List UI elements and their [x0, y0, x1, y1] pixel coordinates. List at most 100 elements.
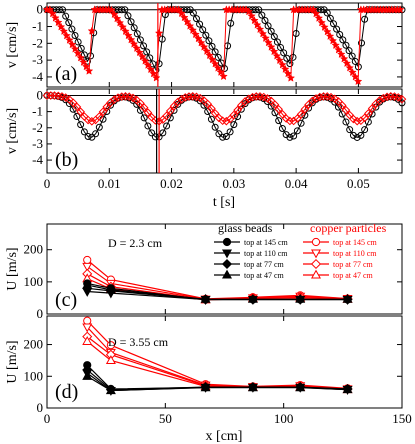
series-point-a-1 [353, 76, 363, 86]
series-point-a-1 [45, 5, 55, 14]
series-point-a-0 [358, 39, 366, 47]
series-point-a-0 [55, 6, 63, 14]
series-point-b-1 [349, 114, 358, 124]
series-point-a-1 [143, 60, 153, 69]
ytick-label-2: 0 [37, 306, 44, 321]
series-point-b-1 [382, 92, 392, 102]
xtick-label-3: 150 [392, 411, 412, 426]
legend-glass-label-2: top at 77 cm [244, 260, 285, 269]
series-point-a-1 [194, 34, 203, 43]
series-point-b-0 [207, 115, 215, 123]
series-point-b-1 [46, 91, 56, 100]
series-point-a-1 [250, 16, 259, 25]
series-point-b-0 [368, 110, 376, 118]
series-point-a-1 [51, 13, 60, 22]
series-point-b-1 [87, 117, 97, 126]
series-point-a-1 [121, 26, 130, 35]
series-point-b-1 [367, 104, 377, 113]
series-layer [42, 3, 407, 396]
ytick-label-0: -2 [32, 35, 43, 50]
panel-c-letter: (c) [55, 289, 77, 311]
series-point-a-1 [266, 42, 276, 51]
series-point-a-0 [65, 19, 73, 27]
panel-d-letter: (d) [55, 381, 78, 403]
xtick-label-1: 0.01 [98, 176, 121, 191]
series-point-a-0 [133, 30, 141, 38]
xtick-label-1: 0.03 [222, 176, 245, 191]
ytick-label-0: -4 [32, 69, 43, 84]
panel-c-annotation: D = 2.3 cm [108, 236, 163, 250]
series-point-b-1 [330, 94, 340, 104]
series-point-a-1 [109, 9, 119, 19]
series-point-b-1 [68, 98, 78, 107]
series-point-b-1 [162, 111, 171, 121]
series-point-a-0 [339, 36, 347, 44]
series-point-b-0 [361, 126, 369, 134]
series-point-3-3 [295, 382, 306, 392]
ytick-label-1: -1 [32, 104, 43, 119]
series-point-a-1 [264, 38, 273, 47]
series-point-b-1 [180, 93, 190, 102]
series-point-a-1 [205, 50, 214, 60]
series-point-b-1 [270, 100, 280, 109]
series-line-b-0 [46, 95, 403, 139]
series-point-b-1 [341, 105, 351, 115]
series-point-b-1 [143, 108, 153, 117]
series-point-a-0 [192, 15, 200, 23]
series-point-b-0 [342, 118, 350, 126]
series-point-a-1 [196, 38, 206, 47]
series-point-a-1 [337, 49, 346, 58]
panel-c-ylabel: U [m/s] [5, 247, 20, 290]
series-point-a-0 [155, 60, 163, 68]
series-point-b-1 [315, 92, 325, 102]
series-point-b-0 [364, 118, 372, 126]
series-point-a-1 [62, 31, 71, 40]
series-point-b-0 [129, 96, 137, 104]
series-point-b-1 [109, 95, 119, 104]
series-point-a-0 [361, 15, 369, 23]
series-point-b-1 [61, 93, 70, 102]
legend-glass-label-3: top at 47 cm [244, 271, 285, 280]
series-point-b-1 [136, 98, 145, 108]
series-point-3-3 [342, 384, 353, 394]
series-point-b-1 [251, 92, 261, 101]
series-point-a-1 [70, 44, 80, 53]
series-point-a-1 [325, 31, 335, 40]
series-point-a-1 [140, 56, 150, 65]
series-point-b-0 [267, 102, 275, 110]
series-point-a-0 [140, 42, 148, 50]
series-point-a-0 [68, 25, 76, 33]
series-point-b-1 [98, 107, 108, 117]
ytick-label-1: -4 [32, 152, 43, 167]
series-point-b-1 [293, 114, 302, 123]
series-point-a-0 [208, 42, 216, 50]
series-point-b-0 [151, 133, 159, 141]
legend-copper-label-1: top at 110 cm [333, 249, 377, 258]
series-point-b-1 [379, 93, 388, 103]
series-point-b-1 [229, 110, 239, 120]
series-point-a-0 [196, 20, 204, 28]
series-point-b-1 [203, 99, 212, 109]
series-point-a-0 [199, 26, 207, 34]
panel-a-letter: (a) [55, 63, 77, 85]
series-point-a-1 [202, 46, 212, 55]
series-line-a-1 [47, 9, 401, 84]
series-point-b-1 [207, 104, 216, 113]
panel-c-frame [46, 223, 403, 315]
series-point-a-1 [280, 64, 290, 73]
series-point-b-0 [140, 114, 148, 122]
series-point-a-0 [202, 31, 210, 39]
series-point-a-1 [185, 21, 195, 30]
series-point-b-1 [113, 93, 123, 102]
series-point-a-0 [264, 22, 272, 30]
series-point-b-1 [397, 94, 407, 104]
series-point-b-0 [293, 127, 301, 135]
series-point-a-1 [138, 52, 147, 61]
series-point-a-1 [208, 55, 217, 64]
series-point-3-7 [82, 336, 93, 345]
series-point-b-1 [102, 102, 112, 112]
series-point-a-1 [275, 55, 284, 65]
series-point-b-1 [233, 105, 242, 115]
series-point-b-0 [163, 122, 171, 130]
series-point-b-0 [80, 128, 88, 136]
